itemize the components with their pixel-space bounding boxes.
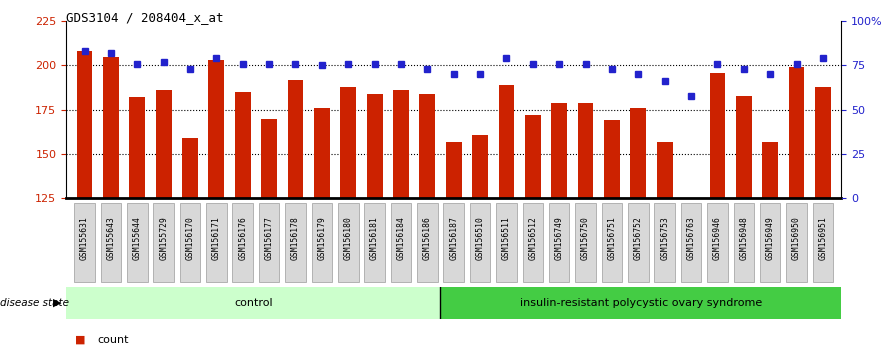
FancyBboxPatch shape xyxy=(390,204,411,281)
Text: count: count xyxy=(97,335,129,345)
Text: GSM156751: GSM156751 xyxy=(607,216,617,260)
FancyBboxPatch shape xyxy=(417,204,438,281)
FancyBboxPatch shape xyxy=(233,204,253,281)
Text: GSM156180: GSM156180 xyxy=(344,216,352,260)
Text: GSM156184: GSM156184 xyxy=(396,216,405,260)
Bar xyxy=(604,120,620,198)
Bar xyxy=(393,90,409,198)
FancyBboxPatch shape xyxy=(153,204,174,281)
Text: GSM156750: GSM156750 xyxy=(581,216,590,260)
FancyBboxPatch shape xyxy=(707,204,728,281)
Bar xyxy=(103,57,119,198)
Text: GSM156946: GSM156946 xyxy=(713,216,722,260)
Text: GDS3104 / 208404_x_at: GDS3104 / 208404_x_at xyxy=(66,11,224,24)
Text: GSM156749: GSM156749 xyxy=(555,216,564,260)
Bar xyxy=(552,103,567,198)
Bar xyxy=(130,97,145,198)
FancyBboxPatch shape xyxy=(786,204,807,281)
Bar xyxy=(709,73,725,198)
Bar xyxy=(77,51,93,198)
Text: GSM156176: GSM156176 xyxy=(238,216,248,260)
FancyBboxPatch shape xyxy=(681,204,701,281)
Bar xyxy=(182,138,198,198)
FancyBboxPatch shape xyxy=(549,204,569,281)
Bar xyxy=(340,87,356,198)
Bar xyxy=(235,92,251,198)
FancyBboxPatch shape xyxy=(522,204,543,281)
Bar xyxy=(736,96,751,198)
FancyBboxPatch shape xyxy=(655,204,675,281)
FancyBboxPatch shape xyxy=(734,204,754,281)
Bar xyxy=(446,142,462,198)
Bar xyxy=(788,67,804,198)
FancyBboxPatch shape xyxy=(440,287,841,319)
FancyBboxPatch shape xyxy=(760,204,781,281)
Text: GSM156187: GSM156187 xyxy=(449,216,458,260)
FancyBboxPatch shape xyxy=(127,204,147,281)
Bar xyxy=(209,60,225,198)
Text: insulin-resistant polycystic ovary syndrome: insulin-resistant polycystic ovary syndr… xyxy=(520,298,762,308)
Text: disease state: disease state xyxy=(0,298,69,308)
Text: GSM156510: GSM156510 xyxy=(476,216,485,260)
FancyBboxPatch shape xyxy=(259,204,279,281)
Bar xyxy=(631,108,647,198)
Bar xyxy=(314,108,329,198)
Text: GSM155631: GSM155631 xyxy=(80,216,89,260)
Bar xyxy=(656,142,672,198)
FancyBboxPatch shape xyxy=(66,287,440,319)
Text: GSM156511: GSM156511 xyxy=(502,216,511,260)
Bar xyxy=(419,94,435,198)
FancyBboxPatch shape xyxy=(74,204,95,281)
FancyBboxPatch shape xyxy=(338,204,359,281)
Text: GSM156181: GSM156181 xyxy=(370,216,379,260)
Text: GSM156950: GSM156950 xyxy=(792,216,801,260)
FancyBboxPatch shape xyxy=(443,204,464,281)
FancyBboxPatch shape xyxy=(496,204,517,281)
FancyBboxPatch shape xyxy=(628,204,648,281)
FancyBboxPatch shape xyxy=(206,204,226,281)
Text: GSM156186: GSM156186 xyxy=(423,216,432,260)
FancyBboxPatch shape xyxy=(602,204,622,281)
FancyBboxPatch shape xyxy=(365,204,385,281)
Text: GSM156512: GSM156512 xyxy=(529,216,537,260)
Bar xyxy=(578,103,594,198)
Text: GSM156178: GSM156178 xyxy=(291,216,300,260)
Text: GSM156177: GSM156177 xyxy=(264,216,274,260)
Bar xyxy=(525,115,541,198)
Text: GSM156763: GSM156763 xyxy=(686,216,695,260)
Bar xyxy=(156,90,172,198)
FancyBboxPatch shape xyxy=(470,204,491,281)
Text: GSM156171: GSM156171 xyxy=(212,216,221,260)
Text: GSM155644: GSM155644 xyxy=(133,216,142,260)
Text: GSM156948: GSM156948 xyxy=(739,216,748,260)
Text: GSM156949: GSM156949 xyxy=(766,216,774,260)
Text: GSM156179: GSM156179 xyxy=(317,216,326,260)
FancyBboxPatch shape xyxy=(812,204,833,281)
Text: GSM156951: GSM156951 xyxy=(818,216,827,260)
FancyBboxPatch shape xyxy=(100,204,122,281)
Bar xyxy=(499,85,515,198)
Text: GSM156170: GSM156170 xyxy=(186,216,195,260)
Text: ▶: ▶ xyxy=(53,298,62,308)
FancyBboxPatch shape xyxy=(285,204,306,281)
Text: GSM156753: GSM156753 xyxy=(660,216,670,260)
Text: GSM155729: GSM155729 xyxy=(159,216,168,260)
Text: GSM155643: GSM155643 xyxy=(107,216,115,260)
FancyBboxPatch shape xyxy=(180,204,200,281)
Bar xyxy=(287,80,303,198)
FancyBboxPatch shape xyxy=(575,204,596,281)
Bar xyxy=(762,142,778,198)
Text: ■: ■ xyxy=(75,335,85,345)
Bar xyxy=(366,94,382,198)
Bar xyxy=(815,87,831,198)
Bar xyxy=(683,198,699,200)
Bar xyxy=(472,135,488,198)
FancyBboxPatch shape xyxy=(312,204,332,281)
Text: GSM156752: GSM156752 xyxy=(633,216,643,260)
Bar xyxy=(261,119,277,198)
Text: control: control xyxy=(233,298,272,308)
